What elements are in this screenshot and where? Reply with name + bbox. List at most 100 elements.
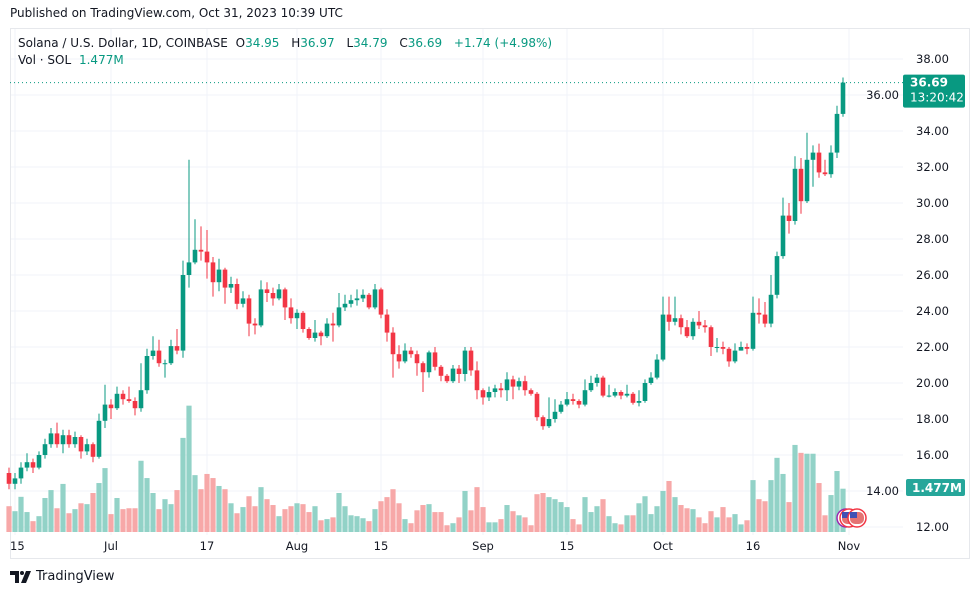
candle[interactable]	[804, 132, 810, 203]
candle[interactable]	[582, 379, 588, 407]
candle[interactable]	[450, 365, 456, 383]
candle[interactable]	[708, 325, 714, 356]
candle[interactable]	[222, 267, 228, 304]
candle[interactable]	[636, 390, 642, 407]
candle[interactable]	[738, 341, 744, 351]
candle[interactable]	[180, 260, 186, 358]
candle[interactable]	[414, 350, 420, 376]
candle[interactable]	[18, 462, 24, 484]
candle[interactable]	[594, 374, 600, 387]
candle[interactable]	[54, 422, 60, 448]
candle[interactable]	[228, 276, 234, 293]
candle[interactable]	[834, 105, 840, 158]
candle[interactable]	[150, 336, 156, 360]
candle[interactable]	[750, 296, 756, 351]
candle[interactable]	[156, 339, 162, 367]
candle[interactable]	[462, 347, 468, 382]
candle[interactable]	[774, 251, 780, 299]
candle[interactable]	[816, 143, 822, 178]
candle[interactable]	[126, 386, 132, 403]
candle[interactable]	[444, 374, 450, 383]
candle[interactable]	[666, 296, 672, 331]
volume-label[interactable]: Vol · SOL	[18, 53, 72, 67]
candle[interactable]	[600, 375, 606, 398]
candle[interactable]	[696, 311, 702, 329]
candle[interactable]	[144, 348, 150, 394]
candle[interactable]	[210, 257, 216, 297]
candle[interactable]	[192, 219, 198, 265]
symbol-description[interactable]: Solana / U.S. Dollar, 1D, COINBASE	[18, 36, 228, 50]
candle[interactable]	[648, 372, 654, 385]
candle[interactable]	[828, 145, 834, 178]
candle[interactable]	[30, 458, 36, 473]
candle[interactable]	[42, 438, 48, 459]
candle[interactable]	[366, 293, 372, 310]
candle[interactable]	[90, 442, 96, 463]
candle[interactable]	[558, 401, 564, 414]
candle[interactable]	[330, 312, 336, 342]
candle[interactable]	[456, 365, 462, 383]
candle[interactable]	[396, 345, 402, 369]
us-flag-event-icon[interactable]	[836, 508, 867, 528]
candle[interactable]	[384, 309, 390, 342]
candle[interactable]	[204, 230, 210, 279]
candle[interactable]	[660, 296, 666, 362]
candle[interactable]	[780, 197, 786, 259]
candle[interactable]	[690, 318, 696, 340]
candle[interactable]	[264, 282, 270, 302]
candle[interactable]	[270, 287, 276, 306]
candle[interactable]	[588, 375, 594, 392]
candle[interactable]	[36, 451, 42, 470]
candle[interactable]	[684, 320, 690, 338]
candle[interactable]	[24, 453, 30, 472]
candle[interactable]	[756, 298, 762, 324]
candle[interactable]	[408, 347, 414, 358]
candle[interactable]	[48, 428, 54, 448]
candle[interactable]	[702, 320, 708, 333]
candle[interactable]	[840, 77, 846, 117]
candle[interactable]	[6, 467, 12, 490]
candle[interactable]	[168, 339, 174, 365]
candle[interactable]	[132, 397, 138, 416]
candle[interactable]	[336, 293, 342, 328]
candle[interactable]	[732, 343, 738, 364]
candle[interactable]	[714, 338, 720, 353]
candle[interactable]	[726, 347, 732, 367]
candle[interactable]	[288, 298, 294, 324]
candle[interactable]	[72, 431, 78, 448]
candle[interactable]	[306, 327, 312, 340]
candle[interactable]	[438, 365, 444, 382]
candle[interactable]	[606, 384, 612, 398]
candle[interactable]	[576, 399, 582, 409]
candle[interactable]	[534, 392, 540, 421]
candle[interactable]	[114, 386, 120, 410]
candle[interactable]	[342, 294, 348, 311]
candle[interactable]	[174, 329, 180, 355]
candle[interactable]	[252, 318, 258, 335]
candle[interactable]	[216, 258, 222, 292]
candle[interactable]	[522, 375, 528, 396]
candle[interactable]	[720, 341, 726, 355]
candle[interactable]	[480, 388, 486, 405]
candle[interactable]	[546, 397, 552, 428]
candle[interactable]	[96, 413, 102, 459]
candle[interactable]	[360, 289, 366, 302]
candle[interactable]	[630, 392, 636, 405]
candle[interactable]	[474, 361, 480, 400]
candle[interactable]	[198, 226, 204, 261]
candle[interactable]	[312, 320, 318, 342]
candle[interactable]	[492, 384, 498, 398]
candle[interactable]	[12, 473, 18, 490]
candle[interactable]	[276, 284, 282, 301]
candle[interactable]	[792, 156, 798, 225]
candle[interactable]	[516, 377, 522, 391]
candle[interactable]	[78, 435, 84, 459]
candle[interactable]	[540, 415, 546, 430]
candle[interactable]	[510, 375, 516, 400]
candle[interactable]	[240, 291, 246, 308]
candle[interactable]	[318, 330, 324, 346]
candle[interactable]	[504, 372, 510, 401]
candle[interactable]	[258, 280, 264, 328]
candle[interactable]	[528, 388, 534, 396]
